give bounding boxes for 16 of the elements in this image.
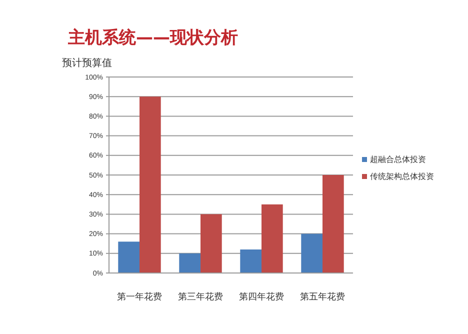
x-tick-label: 第三年花费 xyxy=(178,291,223,302)
bar xyxy=(262,204,283,273)
bar xyxy=(140,96,161,273)
bar xyxy=(179,253,200,273)
chart-title: 主机系统——现状分析 xyxy=(67,28,238,48)
bar xyxy=(240,249,262,273)
x-tick-label: 第五年花费 xyxy=(300,291,345,302)
bar xyxy=(322,175,344,273)
y-axis-title: 预计预算值 xyxy=(62,57,112,69)
bar xyxy=(301,234,322,273)
bar xyxy=(200,214,222,273)
bar xyxy=(118,242,140,273)
x-tick-label: 第一年花费 xyxy=(117,291,162,302)
legend-label: 传统架构总体投资 xyxy=(370,172,434,181)
x-tick-label: 第四年花费 xyxy=(239,291,284,302)
legend-label: 超融合总体投资 xyxy=(370,155,426,164)
